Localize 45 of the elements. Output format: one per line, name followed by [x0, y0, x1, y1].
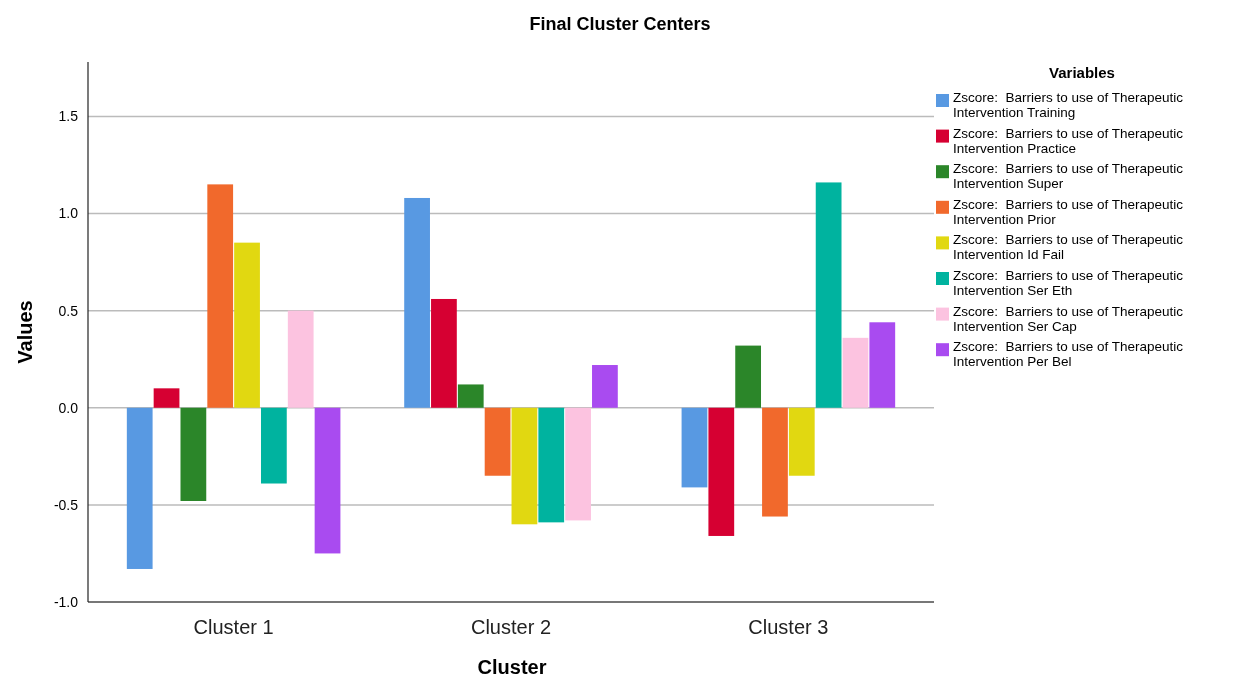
bar: [762, 407, 788, 517]
x-tick-label: Cluster 1: [193, 616, 274, 638]
legend-title: Variables: [1049, 64, 1115, 81]
bar: [592, 365, 618, 408]
bar: [314, 407, 341, 554]
x-tick-label: Cluster 2: [470, 616, 552, 638]
bar: [457, 384, 484, 408]
legend-label: Zscore: Barriers to use of Therapeutic Intervention Prior: [953, 196, 1184, 227]
bar: [404, 197, 430, 408]
legend-label: Zscore: Barriers to use of Therapeutic Intervention Per Bel: [953, 339, 1184, 370]
bar: [511, 407, 538, 525]
y-tick-label: -0.5: [53, 496, 79, 513]
legend-label: Zscore: Barriers to use of Therapeutic Intervention Ser Eth: [953, 268, 1184, 298]
legend-label: Zscore: Barriers to use of Therapeutic Intervention Ser Cap: [953, 303, 1184, 334]
bar: [234, 242, 260, 408]
bar: [207, 184, 234, 408]
legend-label: Zscore: Barriers to use of Therapeutic Intervention Super: [953, 161, 1184, 192]
bar: [431, 298, 457, 408]
bar: [788, 407, 815, 476]
legend-label: Zscore: Barriers to use of Therapeutic Intervention Training: [953, 90, 1184, 120]
bar: [260, 407, 287, 484]
bar: [869, 322, 896, 408]
bar: [153, 388, 180, 408]
bar: [126, 407, 153, 569]
bar: [842, 337, 869, 408]
bar: [815, 182, 842, 408]
y-tick-label: 0.5: [58, 302, 79, 319]
y-tick-label: 1.0: [58, 205, 79, 222]
bar: [538, 407, 565, 523]
bar: [708, 407, 735, 536]
bar: [735, 345, 762, 408]
y-axis-title: Values: [14, 300, 36, 364]
legend-label: Zscore: Barriers to use of Therapeutic Intervention Practice: [953, 125, 1184, 156]
y-tick-label: 0.0: [58, 399, 79, 416]
y-tick-label: 1.5: [58, 108, 79, 125]
x-tick-label: Cluster 3: [748, 616, 829, 638]
bar: [484, 407, 511, 476]
bar: [180, 407, 207, 501]
legend-label: Zscore: Barriers to use of Therapeutic Intervention Id Fail: [953, 232, 1184, 263]
bar: [681, 407, 708, 488]
bar: [565, 407, 591, 521]
chart-title: Final Cluster Centers: [529, 14, 711, 34]
bar: [287, 310, 314, 408]
x-axis-title: Cluster: [477, 656, 547, 678]
y-tick-label: -1.0: [53, 593, 79, 610]
